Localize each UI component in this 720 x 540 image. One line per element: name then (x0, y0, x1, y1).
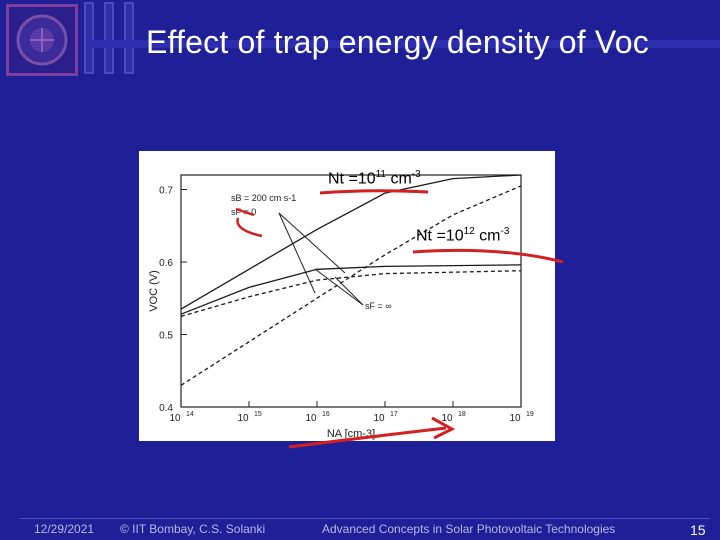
y-tick-label-1: 0.5 (159, 331, 173, 342)
x-tick-exp-3: 17 (390, 411, 398, 418)
x-tick-exp-0: 14 (186, 411, 194, 418)
legend-label-0: sB = 200 cm s-1 (231, 193, 296, 203)
plot-frame (180, 174, 522, 408)
iit-bombay-logo (6, 4, 78, 76)
pointer-sfinf-b (334, 276, 364, 306)
red-underline-right (412, 248, 564, 264)
x-tick-label-3: 10 (373, 413, 385, 424)
x-tick-exp-1: 15 (254, 411, 262, 418)
pointer-sf0-a (278, 212, 346, 274)
y-axis-label: VOC (V) (148, 270, 160, 312)
x-tick-label-5: 10 (509, 413, 521, 424)
red-arrow-head (431, 416, 456, 440)
title-bar (88, 40, 720, 48)
red-underline-top (319, 189, 429, 195)
annotation-nt-1e11: Nt =1011 cm-3 (328, 169, 421, 188)
slide-title: Effect of trap energy density of Voc (146, 24, 649, 60)
red-mark-sb (235, 207, 255, 217)
red-arrow-x (288, 426, 447, 449)
footer-divider (20, 518, 710, 519)
annotation-nt-1e12: Nt =1012 cm-3 (416, 226, 510, 245)
x-tick-exp-4: 18 (458, 411, 466, 418)
y-tick-label-2: 0.6 (159, 258, 173, 269)
series-line-3 (180, 270, 522, 318)
pointer-sfinf-a (314, 268, 364, 306)
red-mark-sf (236, 217, 263, 238)
x-tick-label-1: 10 (237, 413, 249, 424)
voc-chart: 0.4 0.5 0.6 0.7 10 14 10 15 10 16 10 17 10 18 10 19 VOC … (148, 174, 534, 440)
chart-panel: 0.4 0.5 0.6 0.7 10 14 10 15 10 16 10 17 10 18 10 19 VOC … (139, 151, 555, 441)
series-line-2 (180, 264, 522, 315)
pointer-sf0-b (278, 212, 316, 294)
x-tick-exp-2: 16 (322, 411, 330, 418)
footer-date: 12/29/2021 (34, 522, 95, 536)
footer-course: Advanced Concepts in Solar Photovoltaic … (322, 522, 616, 536)
x-tick-label-2: 10 (305, 413, 317, 424)
footer-copyright: © IIT Bombay, C.S. Solanki (120, 522, 266, 536)
x-tick-exp-5: 19 (526, 411, 534, 418)
y-tick-label-0: 0.4 (159, 403, 173, 414)
legend-label-2: sF = ∞ (365, 301, 392, 311)
x-tick-label-0: 10 (169, 413, 181, 424)
x-tick-label-4: 10 (441, 413, 453, 424)
slide-number: 15 (690, 522, 706, 538)
series-line-0 (180, 174, 522, 310)
y-tick-label-3: 0.7 (159, 186, 173, 197)
